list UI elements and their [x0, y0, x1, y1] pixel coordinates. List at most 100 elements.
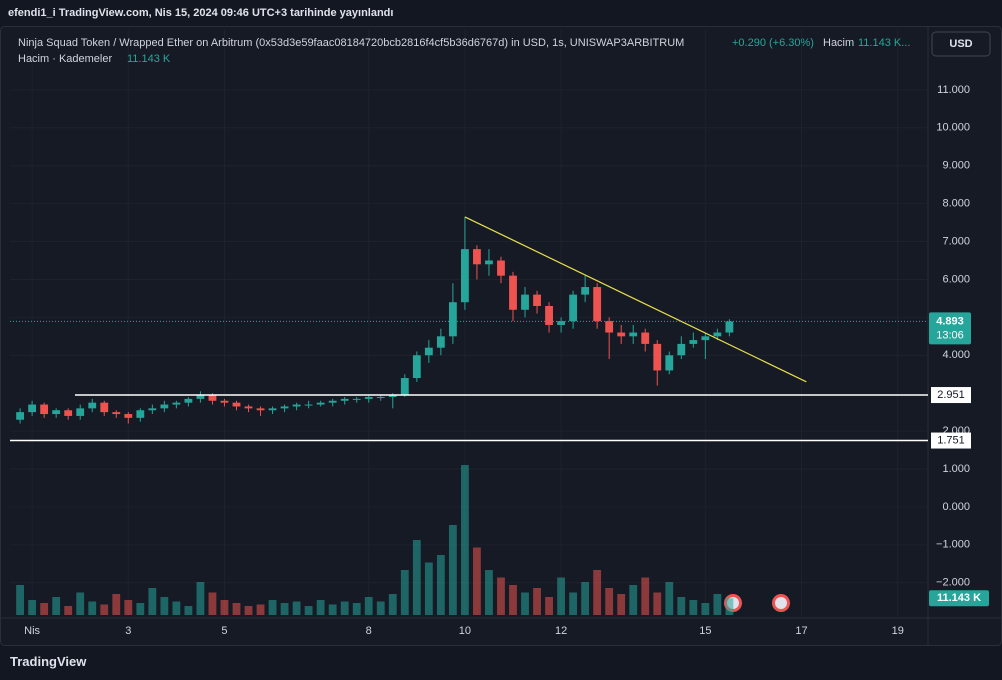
candle-body — [461, 249, 469, 303]
x-tick-label: 3 — [125, 625, 131, 637]
candle-body — [64, 410, 73, 416]
volume-bar — [340, 601, 349, 615]
candle-body — [653, 343, 662, 371]
y-tick-label: 7.000 — [942, 235, 970, 247]
y-tick-label: 4.000 — [942, 349, 970, 361]
candle-body — [364, 396, 373, 399]
x-tick-label: 15 — [699, 625, 711, 637]
candle-body — [436, 336, 445, 348]
brand: TradingView — [10, 654, 87, 669]
candle-body — [412, 355, 421, 379]
event-icon[interactable] — [772, 594, 790, 612]
candle-body — [280, 406, 289, 409]
volume-bar — [328, 604, 337, 615]
candle-body — [725, 321, 734, 333]
volume-bar — [280, 603, 289, 615]
candle-body — [521, 294, 529, 310]
volume-bar — [617, 594, 626, 615]
volume-bar — [232, 603, 241, 615]
y-tick-label: 9.000 — [942, 160, 970, 172]
currency-button[interactable] — [931, 31, 991, 57]
candle-body — [701, 336, 710, 341]
hline-label: 1.751 — [937, 434, 965, 446]
published-note: efendi1_i TradingView.com, Nis 15, 2024 … — [8, 7, 394, 19]
change: +0.290 (+6.30%) — [732, 37, 814, 49]
volume-bar — [376, 601, 385, 615]
candle-body — [112, 412, 121, 415]
volume-bar — [509, 585, 517, 615]
candle-body — [220, 400, 229, 403]
volume-bar — [521, 592, 529, 615]
candle-body — [172, 402, 181, 405]
volume-bar — [605, 588, 614, 615]
volume-bar — [184, 606, 193, 615]
volume-bar — [569, 592, 578, 615]
volume-bar — [665, 582, 674, 615]
y-tick-label: −2.000 — [936, 577, 970, 589]
candle-body — [244, 406, 253, 409]
currency-label[interactable]: USD — [949, 38, 972, 50]
volume-header: 11.143 K... — [858, 37, 911, 49]
candle-body — [400, 378, 409, 396]
volume-bar — [352, 603, 361, 615]
candle-body — [713, 332, 722, 337]
volume-bar — [629, 585, 638, 615]
candle-body — [689, 340, 698, 344]
volume-bar — [473, 547, 481, 615]
chart-frame — [0, 26, 1002, 646]
candle-body — [629, 332, 638, 337]
volume-bar — [136, 603, 145, 615]
candle-body — [424, 347, 433, 356]
volume-bar — [88, 601, 97, 615]
volume-bar — [412, 540, 421, 615]
y-tick-label: 0.000 — [942, 501, 970, 513]
candle-body — [448, 302, 457, 337]
volume-bar — [545, 597, 553, 615]
last-price-label: 4.893 — [936, 315, 964, 327]
volume-bar — [581, 582, 590, 615]
candle-body — [473, 249, 481, 265]
volume-bar — [76, 592, 85, 615]
volume-bar — [689, 600, 698, 615]
volume-bar — [124, 600, 133, 615]
volume-bar — [448, 525, 457, 615]
candle-body — [593, 287, 602, 322]
candle-body — [16, 412, 25, 420]
price-tag — [931, 387, 971, 404]
x-tick-label: 19 — [892, 625, 904, 637]
y-tick-label: 6.000 — [942, 273, 970, 285]
candle-body — [533, 294, 541, 306]
volume-bar — [653, 592, 662, 615]
y-tick-label: 11.000 — [937, 84, 970, 96]
candle-body — [292, 404, 301, 407]
volume-bar — [244, 606, 253, 615]
volume-bar — [100, 604, 109, 615]
hline-label: 2.951 — [937, 389, 965, 401]
volume-bar — [208, 592, 217, 615]
candle-body — [340, 398, 349, 401]
candle-body — [88, 402, 97, 409]
candle-body — [677, 343, 686, 356]
volume-bar — [400, 570, 409, 615]
candle-body — [52, 410, 61, 415]
volume-bar — [268, 600, 277, 615]
candle-body — [316, 402, 325, 405]
y-tick-label: 8.000 — [942, 198, 970, 210]
candle-body — [124, 414, 133, 418]
candle-body — [184, 398, 193, 403]
candle-body — [256, 408, 265, 411]
x-tick-label: 12 — [555, 625, 567, 637]
x-tick-label: 17 — [795, 625, 807, 637]
volume-legend-value: 11.143 K — [127, 53, 171, 65]
volume-bar — [533, 588, 541, 615]
candle-body — [352, 398, 361, 400]
volume-bar — [292, 601, 301, 615]
volume-bar — [461, 465, 469, 615]
volume-bar — [485, 570, 493, 615]
volume-legend: Hacim · Kademeler — [18, 53, 113, 65]
volume-bar — [593, 570, 602, 615]
volume-bar — [148, 588, 157, 615]
volume-bar — [28, 600, 37, 615]
volume-bar — [641, 577, 650, 615]
candle-body — [196, 395, 205, 399]
